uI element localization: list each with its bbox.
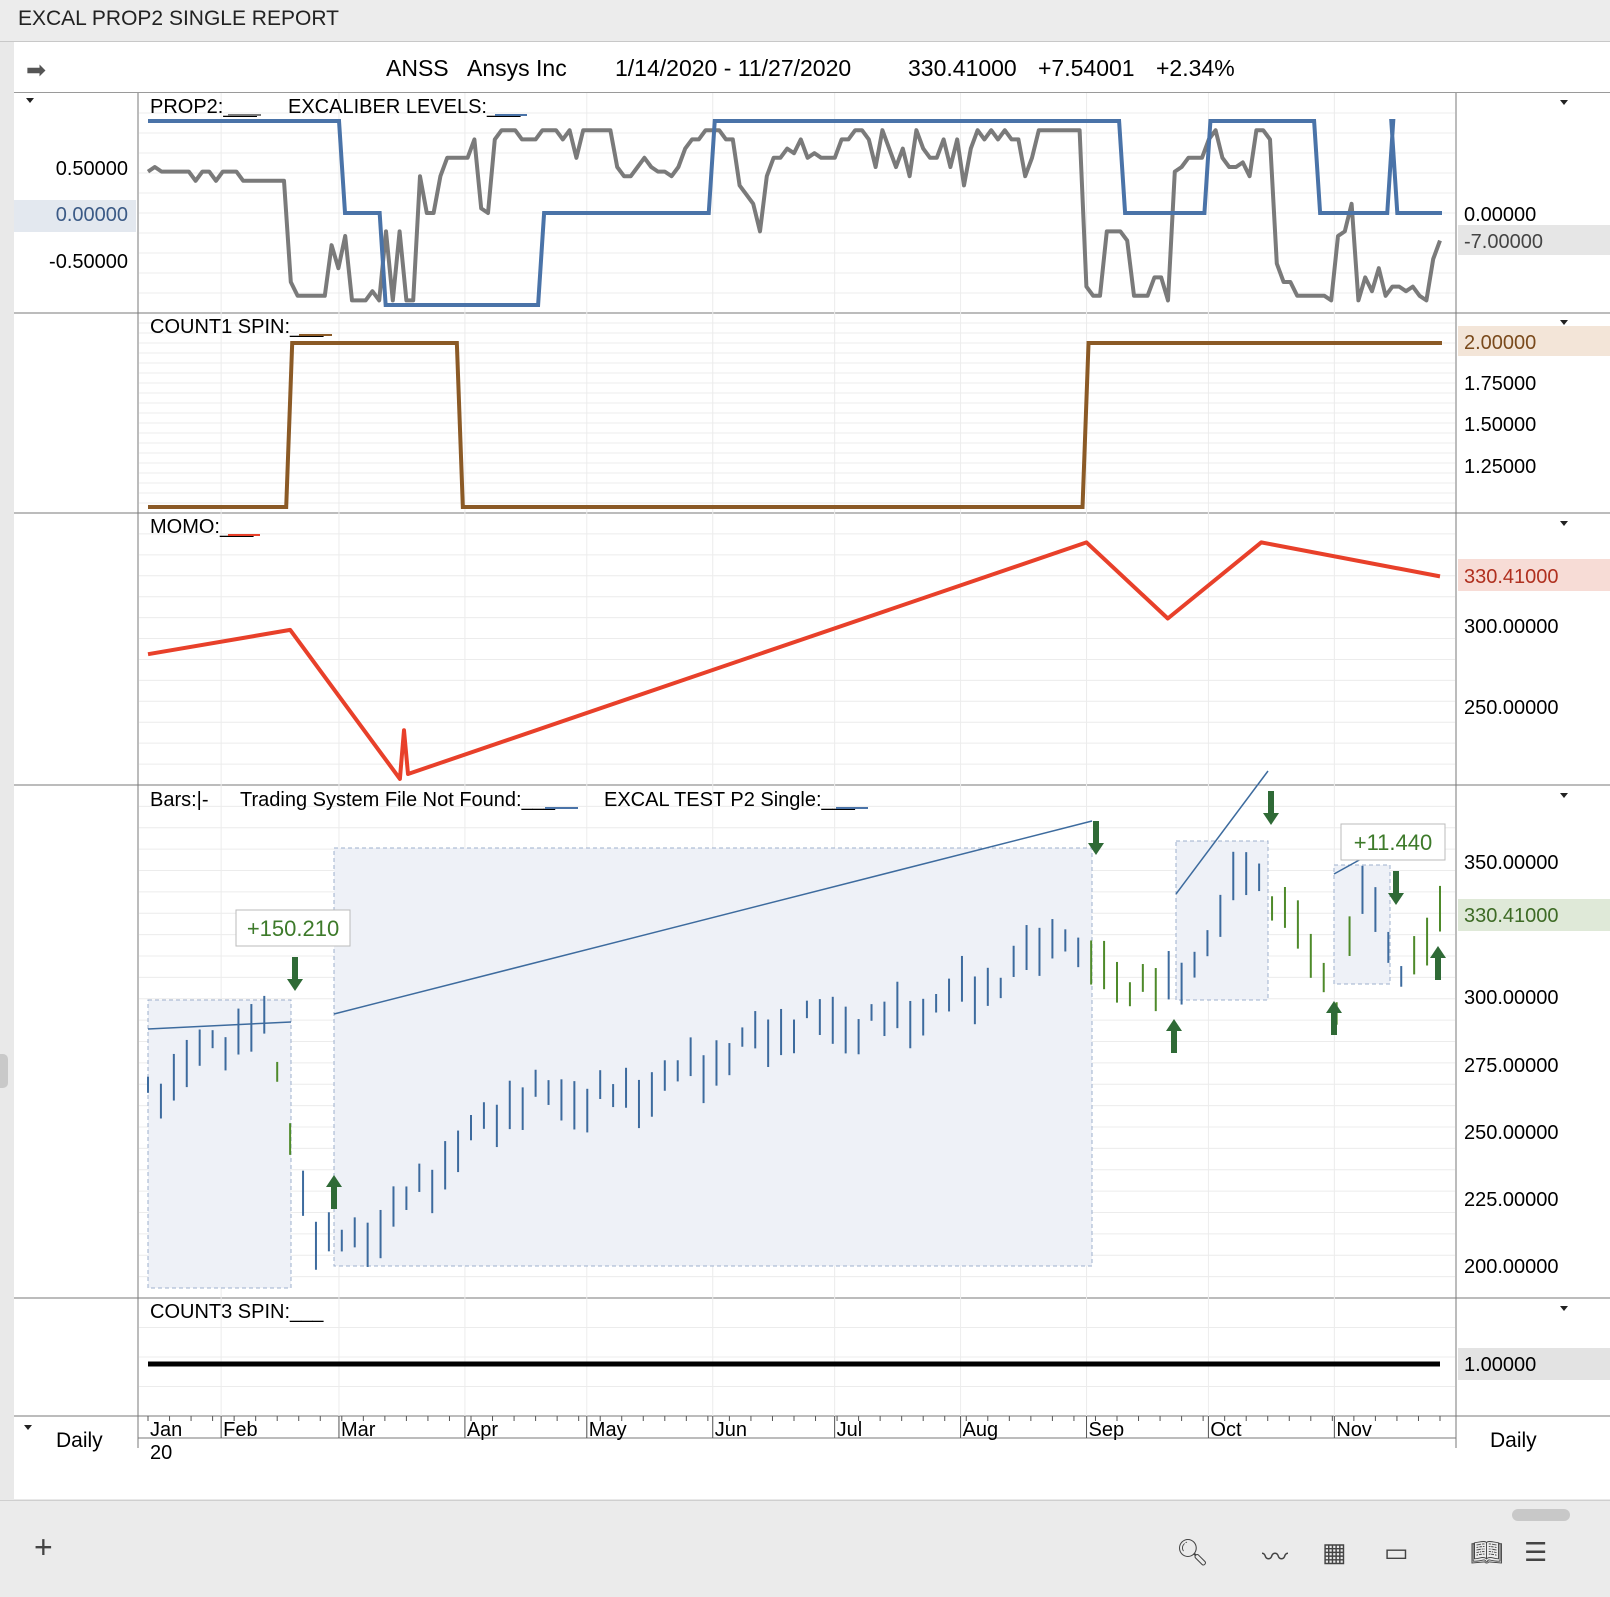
excaliber-legend: EXCALIBER LEVELS:___ bbox=[288, 96, 521, 118]
excal-test-legend: EXCAL TEST P2 Single:___ bbox=[604, 789, 856, 811]
momo-right-marker: 330.41000 bbox=[1464, 566, 1559, 588]
prop2-left-tick: 0.50000 bbox=[56, 158, 128, 180]
month-label: Aug bbox=[963, 1419, 999, 1441]
count3-legend: COUNT3 SPIN:___ bbox=[150, 1301, 324, 1323]
count1-right-tick: 1.25000 bbox=[1464, 456, 1536, 478]
month-label: Mar bbox=[341, 1419, 376, 1441]
month-label: Jul bbox=[837, 1419, 863, 1441]
bars-right-marker-bg bbox=[1458, 899, 1610, 931]
grid-icon[interactable]: ▦ bbox=[1322, 1537, 1347, 1567]
bars-right-tick: 350.00000 bbox=[1464, 852, 1559, 874]
month-label: Nov bbox=[1336, 1419, 1372, 1441]
count1-right-tick: 1.75000 bbox=[1464, 373, 1536, 395]
month-label: May bbox=[589, 1419, 627, 1441]
sell-arrow-icon bbox=[1263, 791, 1279, 825]
momo-right-marker-bg bbox=[1458, 559, 1610, 591]
bottom-toolbar: + 🔍︎ 〰 ▦ ▭ 📖︎ ☰ bbox=[0, 1500, 1610, 1597]
sell-arrow-icon bbox=[1388, 871, 1404, 905]
layout-icon[interactable]: ▭ bbox=[1384, 1537, 1409, 1567]
bars-right-tick: 300.00000 bbox=[1464, 987, 1559, 1009]
search-icon[interactable]: 🔍︎ bbox=[1176, 1537, 1210, 1567]
bars-right-tick: 225.00000 bbox=[1464, 1189, 1559, 1211]
excaliber-levels-line bbox=[148, 119, 1442, 307]
prop2-right-marker-bg bbox=[1458, 225, 1610, 255]
sell-arrow-icon bbox=[1088, 821, 1104, 855]
prop2-right-marker: -7.00000 bbox=[1464, 231, 1543, 253]
month-label: Jan bbox=[150, 1419, 182, 1441]
pane-menu-icon[interactable] bbox=[1560, 100, 1568, 105]
chart-area[interactable]: PROP2:___ EXCALIBER LEVELS:___ COUNT1 SP… bbox=[14, 93, 1610, 1499]
buy-arrow-icon bbox=[1166, 1019, 1182, 1053]
bars-right-tick: 200.00000 bbox=[1464, 1256, 1559, 1278]
bars-legend: Bars:|- bbox=[150, 789, 209, 811]
count3-right-marker-bg bbox=[1458, 1348, 1610, 1380]
prop2-right-tick: 0.00000 bbox=[1464, 204, 1536, 226]
buy-arrow-icon bbox=[326, 1175, 342, 1209]
count1-legend: COUNT1 SPIN:___ bbox=[150, 316, 324, 338]
momo-right-tick: 250.00000 bbox=[1464, 697, 1559, 719]
trade-region bbox=[1175, 840, 1269, 1001]
symbol-name: Ansys Inc bbox=[467, 55, 567, 81]
forward-arrow-icon[interactable]: ➡ bbox=[26, 57, 47, 84]
pane-menu-icon[interactable] bbox=[1560, 793, 1568, 798]
month-label: Jun bbox=[715, 1419, 747, 1441]
prop2-left-tick: -0.50000 bbox=[49, 251, 128, 273]
year-label: 20 bbox=[150, 1442, 172, 1464]
trading-system-legend: Trading System File Not Found:___ bbox=[240, 789, 556, 811]
trade-profit-label: +11.440 bbox=[1354, 830, 1433, 855]
pane-menu-icon[interactable] bbox=[1560, 1306, 1568, 1311]
book-icon[interactable]: 📖︎ bbox=[1470, 1537, 1504, 1567]
last-price: 330.41000 bbox=[908, 55, 1017, 81]
trade-label-box bbox=[235, 909, 351, 947]
trend-line bbox=[1175, 770, 1269, 895]
symbol-ticker: ANSS bbox=[386, 55, 449, 81]
pane-menu-icon[interactable] bbox=[26, 98, 34, 103]
month-label: Feb bbox=[223, 1419, 257, 1441]
sidebar-handle[interactable] bbox=[0, 1054, 8, 1088]
count3-right-marker: 1.00000 bbox=[1464, 1354, 1536, 1376]
chart-line-icon[interactable]: 〰 bbox=[1262, 1542, 1289, 1572]
symbol-header: ➡ ANSS Ansys Inc 1/14/2020 - 11/27/2020 … bbox=[14, 42, 1610, 93]
momo-right-tick: 300.00000 bbox=[1464, 616, 1559, 638]
month-label: Oct bbox=[1210, 1419, 1242, 1441]
axis-menu-icon[interactable] bbox=[24, 1425, 32, 1430]
bars-right-tick: 275.00000 bbox=[1464, 1055, 1559, 1077]
window-title: EXCAL PROP2 SINGLE REPORT bbox=[18, 7, 339, 30]
window-title-bar: EXCAL PROP2 SINGLE REPORT bbox=[0, 0, 1610, 42]
count1-line bbox=[148, 341, 1442, 509]
price-change-percent: +2.34% bbox=[1156, 55, 1235, 81]
horizontal-scrollbar[interactable] bbox=[1512, 1509, 1570, 1521]
count1-right-marker: 2.00000 bbox=[1464, 332, 1536, 354]
prop2-zero-highlight bbox=[14, 200, 136, 232]
bars-right-tick: 250.00000 bbox=[1464, 1122, 1559, 1144]
bars-right-marker: 330.41000 bbox=[1464, 905, 1559, 927]
period-selector-right[interactable]: Daily bbox=[1490, 1429, 1537, 1452]
prop2-left-tick: 0.00000 bbox=[56, 204, 128, 226]
trade-profit-label: +150.210 bbox=[247, 916, 339, 941]
buy-arrow-icon bbox=[1430, 946, 1446, 980]
add-icon[interactable]: + bbox=[34, 1529, 53, 1565]
month-label: Apr bbox=[467, 1419, 498, 1441]
prop2-legend: PROP2:___ bbox=[150, 96, 258, 118]
month-label: Sep bbox=[1089, 1419, 1125, 1441]
period-selector-left[interactable]: Daily bbox=[56, 1429, 103, 1452]
buy-arrow-icon bbox=[1326, 1001, 1342, 1035]
sell-arrow-icon bbox=[287, 957, 303, 991]
trend-line bbox=[147, 1021, 292, 1030]
count1-right-tick: 1.50000 bbox=[1464, 414, 1536, 436]
count1-right-marker-bg bbox=[1458, 326, 1610, 356]
pane-menu-icon[interactable] bbox=[1560, 521, 1568, 526]
trade-label-box bbox=[1340, 823, 1446, 861]
momo-line bbox=[147, 540, 1441, 781]
trade-region bbox=[333, 847, 1093, 1267]
menu-icon[interactable]: ☰ bbox=[1524, 1537, 1548, 1567]
pane-menu-icon[interactable] bbox=[1560, 320, 1568, 325]
trend-line bbox=[333, 820, 1093, 1015]
date-range: 1/14/2020 - 11/27/2020 bbox=[615, 55, 852, 81]
price-change: +7.54001 bbox=[1038, 55, 1135, 81]
prop2-line bbox=[146, 128, 1442, 303]
momo-legend: MOMO:___ bbox=[150, 516, 254, 538]
trade-region bbox=[147, 999, 292, 1289]
